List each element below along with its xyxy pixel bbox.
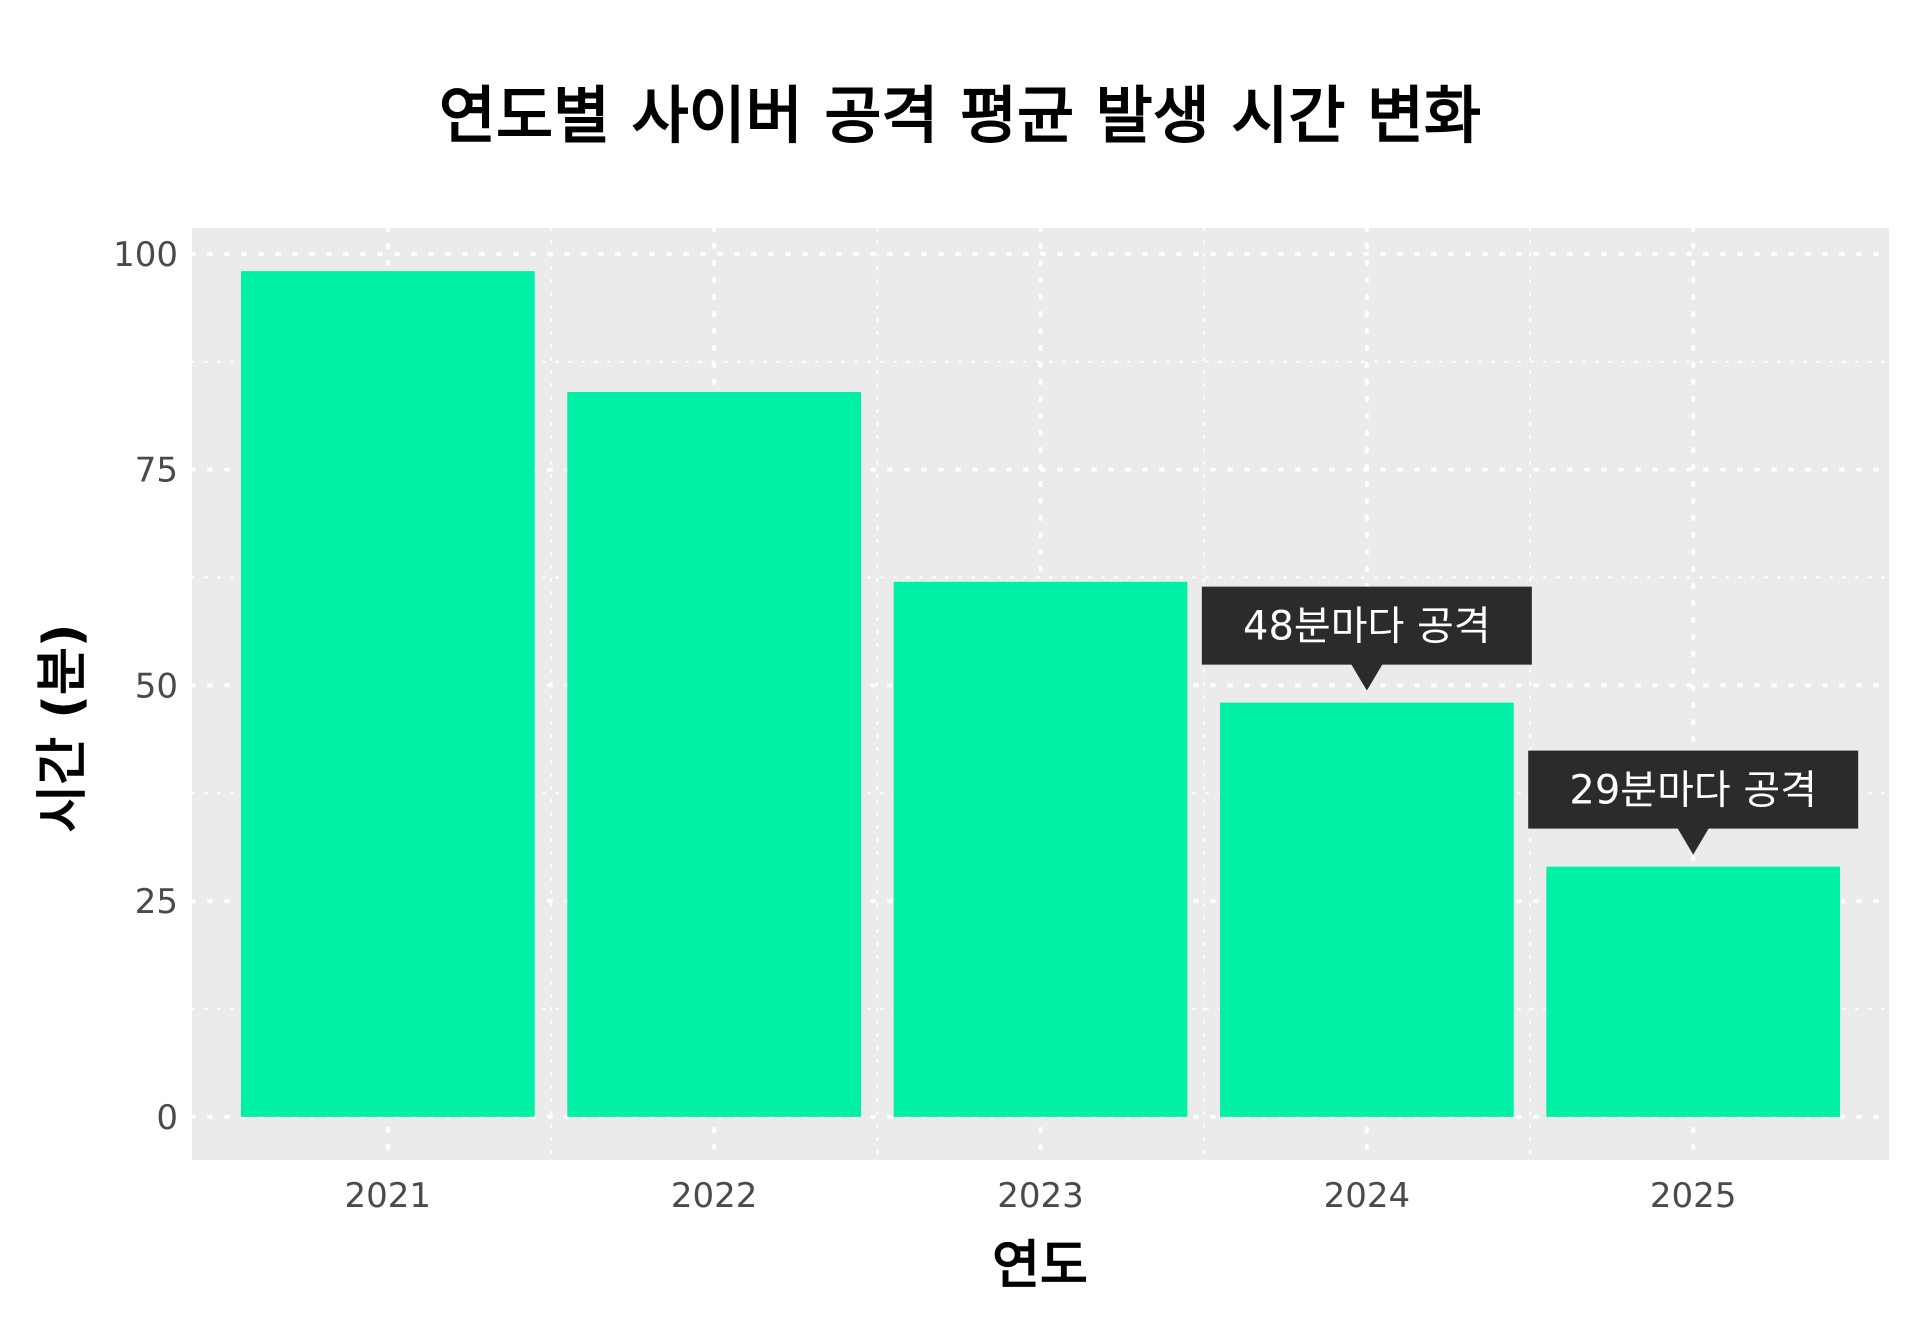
bars bbox=[240, 271, 1841, 1117]
y-tick-label: 75 bbox=[135, 451, 178, 491]
annotation-box bbox=[1528, 750, 1859, 829]
bar-2024 bbox=[1219, 702, 1514, 1117]
y-axis-ticks: 0 25 50 75 100 bbox=[113, 235, 178, 1138]
x-tick-label: 2025 bbox=[1650, 1176, 1737, 1216]
x-axis-title: 연도 bbox=[992, 1236, 1088, 1296]
x-tick-label: 2022 bbox=[671, 1176, 758, 1216]
annotation-callout: 48분마다 공격 bbox=[1201, 586, 1532, 691]
annotation-label: 29분마다 공격 bbox=[1569, 768, 1817, 814]
chart-title: 연도별 사이버 공격 평균 발생 시간 변화 bbox=[439, 79, 1481, 152]
bar-2021 bbox=[240, 271, 535, 1117]
x-tick-label: 2021 bbox=[345, 1176, 432, 1216]
y-tick-label: 50 bbox=[135, 666, 178, 706]
annotations: 48분마다 공격 29분마다 공격 bbox=[1201, 586, 1859, 855]
y-axis-title: 시간 (분) bbox=[33, 623, 93, 832]
annotation-pointer bbox=[1350, 663, 1383, 691]
annotation-box bbox=[1201, 586, 1532, 665]
annotation-callout: 29분마다 공격 bbox=[1528, 750, 1859, 855]
y-tick-label: 100 bbox=[113, 235, 178, 275]
x-tick-label: 2024 bbox=[1324, 1176, 1411, 1216]
bar-2025 bbox=[1546, 866, 1841, 1117]
y-tick-label: 25 bbox=[135, 882, 178, 922]
annotation-pointer bbox=[1677, 827, 1710, 855]
annotation-label: 48분마다 공격 bbox=[1243, 604, 1491, 650]
x-axis-ticks: 2021 2022 2023 2024 2025 bbox=[345, 1176, 1737, 1216]
x-tick-label: 2023 bbox=[997, 1176, 1084, 1216]
bar-2022 bbox=[567, 391, 862, 1117]
y-tick-label: 0 bbox=[156, 1098, 178, 1138]
bar-2023 bbox=[893, 581, 1188, 1117]
